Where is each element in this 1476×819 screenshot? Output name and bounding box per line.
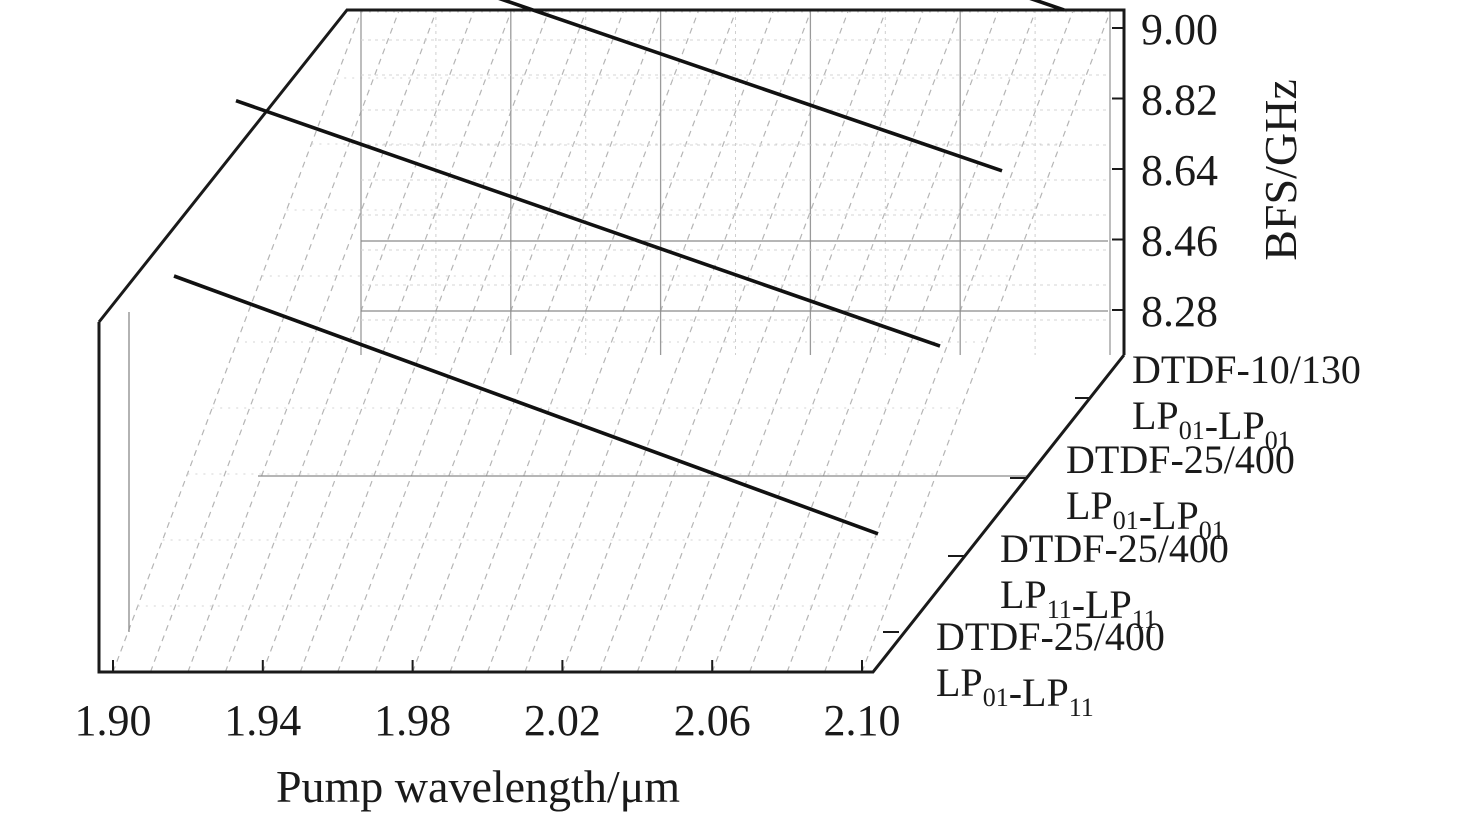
floor-grid-line	[786, 11, 1036, 673]
depth-axis-categories: DTDF-25/400LP01-LP11DTDF-25/400LP11-LP11…	[883, 347, 1361, 722]
x-tick-label: 1.90	[75, 696, 152, 745]
z-axis-title: BFS/GHz	[1255, 79, 1306, 260]
plot-box-frame	[97, 8, 1126, 674]
back-frame	[97, 8, 1126, 355]
depth-category-fiber: DTDF-25/400	[1000, 526, 1229, 571]
z-tick-label: 8.28	[1141, 287, 1218, 336]
series-line	[1029, 0, 1065, 12]
z-tick-label: 8.46	[1141, 217, 1218, 266]
floor-grid-line	[299, 11, 549, 673]
floor-grid-line	[636, 11, 886, 673]
series-line	[235, 99, 941, 348]
depth-category-mode: LP01-LP01	[1132, 393, 1291, 455]
x-tick-label: 2.10	[824, 696, 901, 745]
depth-category-fiber: DTDF-10/130	[1132, 347, 1361, 392]
floor-grid	[112, 11, 1111, 673]
depth-category-fiber: DTDF-25/400	[936, 614, 1165, 659]
x-tick-label: 1.98	[374, 696, 451, 745]
x-tick-label: 2.06	[674, 696, 751, 745]
x-axis-ticks: 1.90 1.94 1.98 2.02 2.06 2.10	[75, 660, 901, 745]
depth-category-fiber: DTDF-25/400	[1066, 437, 1295, 482]
floor-grid-line	[412, 11, 662, 673]
x-axis-title: Pump wavelength/μm	[276, 761, 680, 812]
z-tick-label: 8.64	[1141, 146, 1218, 195]
x-tick-label: 2.02	[524, 696, 601, 745]
floor-grid-line	[374, 11, 624, 673]
front-frame	[97, 322, 1126, 674]
depth-category-mode: LP11-LP11	[1000, 572, 1157, 634]
floor-grid-line	[262, 11, 512, 673]
back-wall-grid	[128, 10, 1111, 632]
floor-grid-line	[861, 11, 1111, 673]
floor-grid-line	[749, 11, 999, 673]
floor-grid-line	[823, 11, 1074, 673]
series-line	[173, 274, 879, 536]
floor-grid-line	[187, 11, 437, 673]
z-tick-label: 8.82	[1141, 76, 1218, 125]
floor-grid-line	[599, 11, 849, 673]
series-lines	[173, 0, 1065, 536]
depth-category-mode: LP01-LP11	[936, 660, 1094, 722]
series-line	[498, 0, 1003, 173]
floor-grid-line	[486, 11, 737, 673]
z-axis-ticks: 9.00 8.82 8.64 8.46 8.28	[1112, 5, 1218, 336]
z-tick-label: 9.00	[1141, 5, 1218, 54]
x-tick-label: 1.94	[224, 696, 301, 745]
floor-grid-line	[711, 11, 961, 673]
floor-grid-line	[524, 11, 774, 673]
floor-grid-line	[149, 11, 400, 673]
depth-category-mode: LP01-LP01	[1066, 483, 1225, 545]
